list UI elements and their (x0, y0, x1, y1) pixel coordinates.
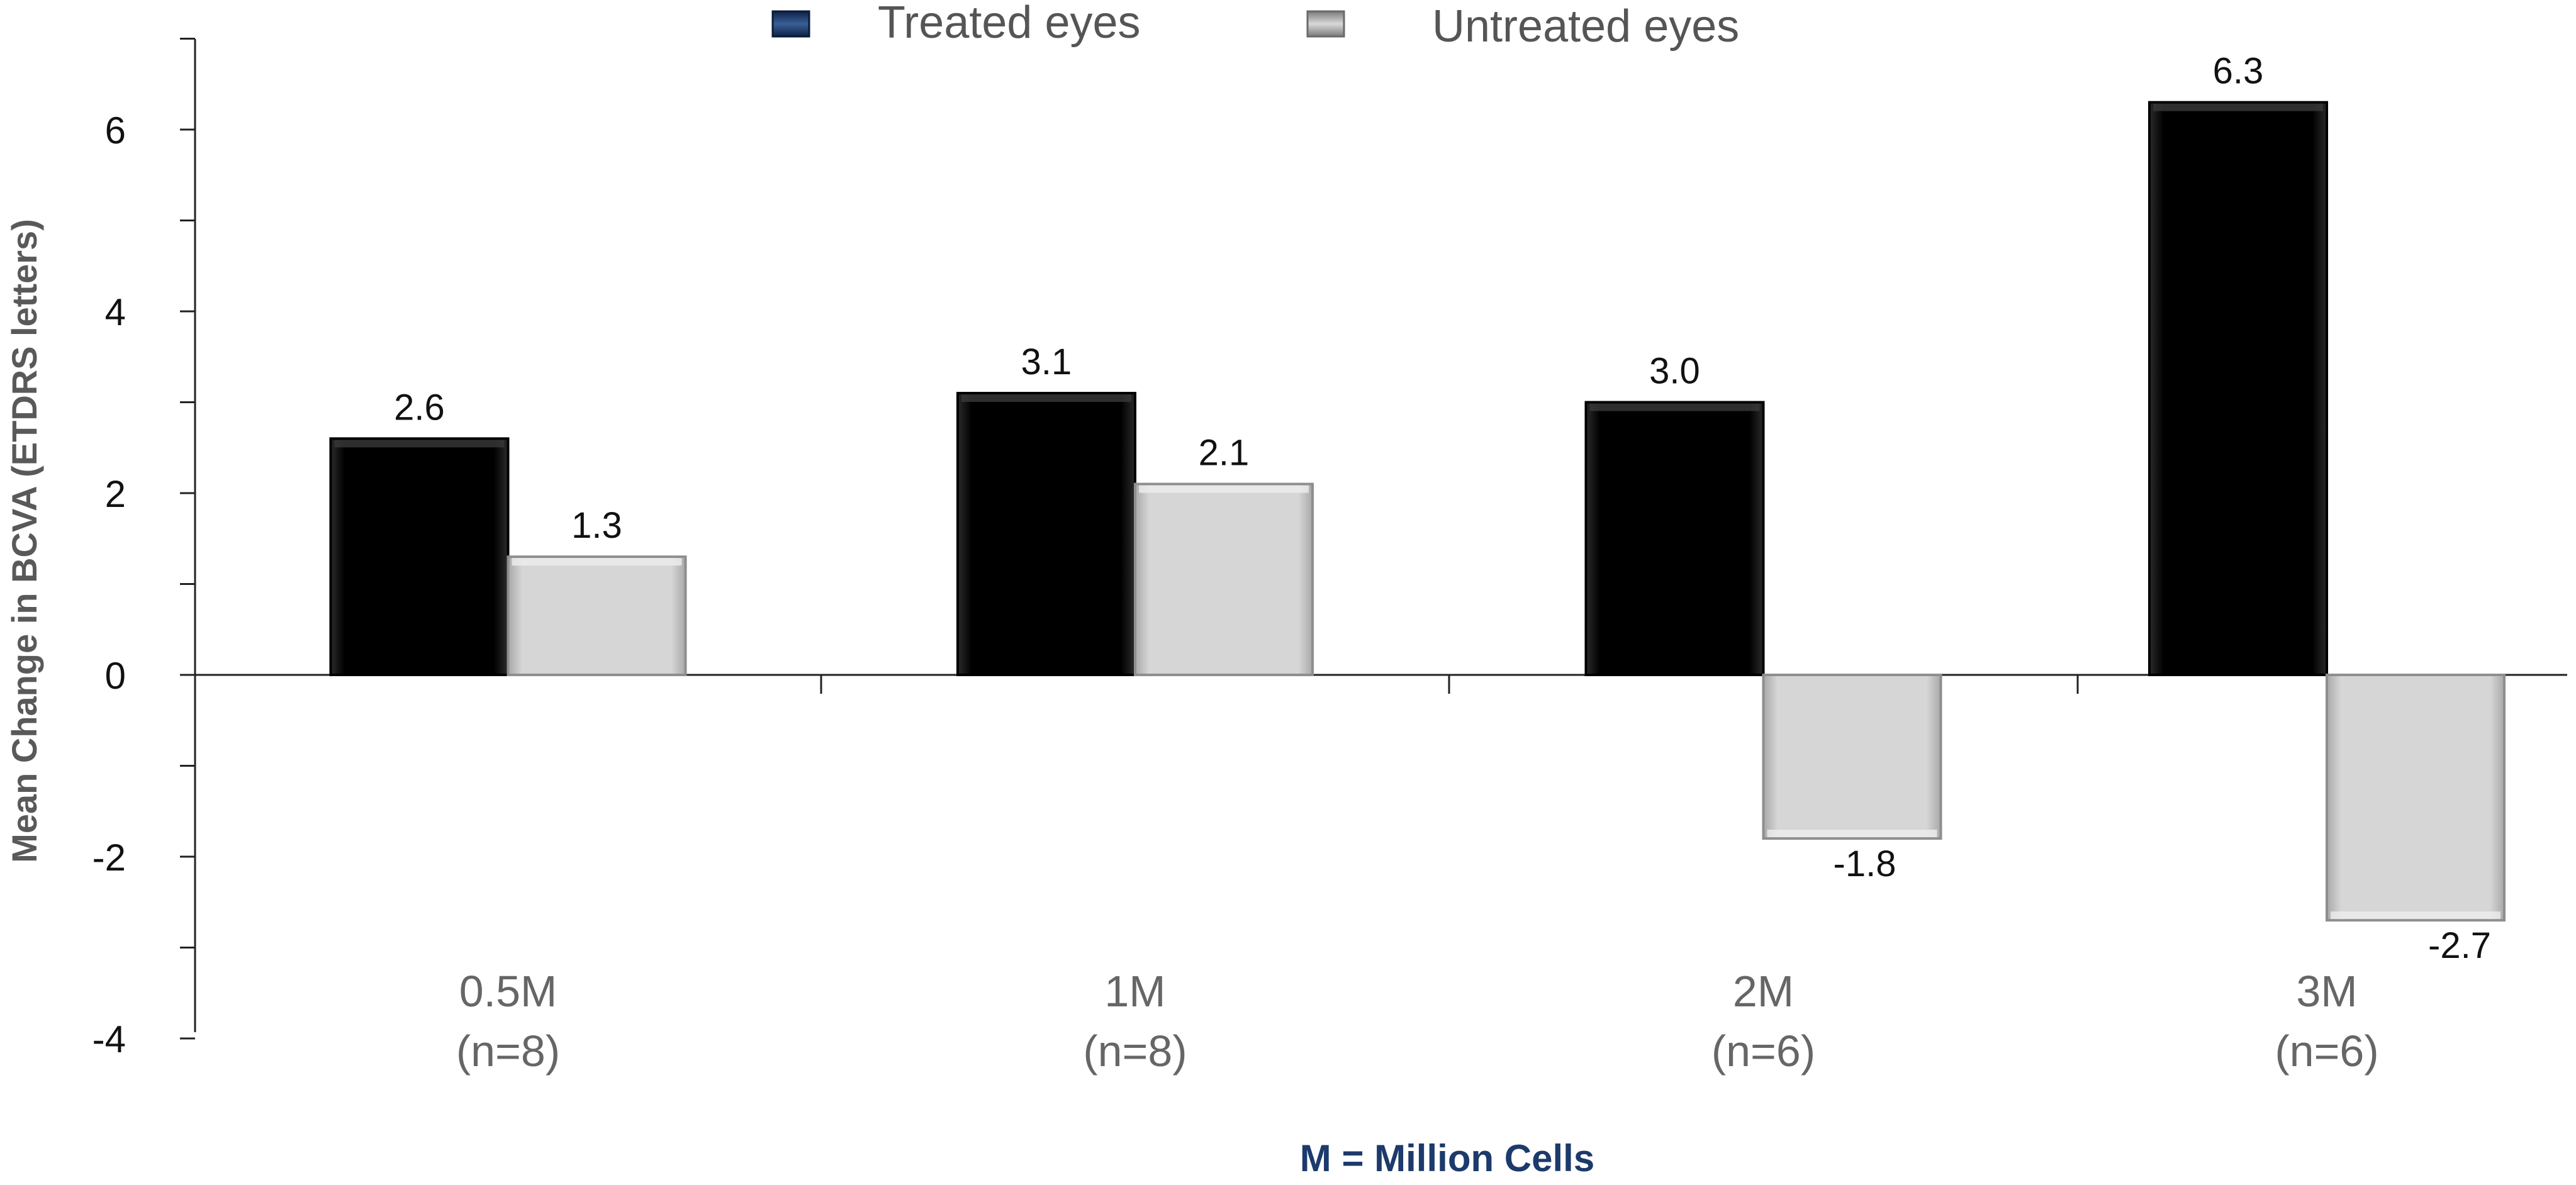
bar-treated-1 (956, 392, 1136, 676)
y-tick-label: -4 (92, 1018, 126, 1060)
y-axis-title: Mean Change in BCVA (ETDRS letters) (4, 219, 44, 863)
y-tick-label: 6 (105, 109, 126, 152)
category-n-label: (n=6) (2275, 1026, 2378, 1076)
data-label: 2.6 (394, 387, 445, 428)
data-labels: 2.6 1.3 3.1 2.1 3.0 -1.8 6.3 -2.7 (394, 51, 2491, 967)
bar-body (1584, 401, 1765, 676)
bar-untreated-1 (1134, 482, 1314, 676)
bar-treated-3 (2148, 101, 2328, 676)
data-label: 3.0 (1649, 351, 1700, 392)
y-tick-label: 4 (105, 291, 126, 333)
data-label: -1.8 (1834, 843, 1896, 884)
data-label: 1.3 (571, 505, 622, 546)
category-label: 2M (1733, 967, 1794, 1016)
data-label: 3.1 (1021, 342, 1072, 382)
data-label: -2.7 (2428, 925, 2491, 966)
bar-body (956, 392, 1136, 676)
category-n-label: (n=8) (1083, 1026, 1187, 1076)
bar-bevel (2331, 911, 2500, 920)
bar-body (1762, 674, 1942, 840)
y-ticks: -4 -2 0 2 4 6 (92, 38, 195, 1060)
bar-bevel (1589, 403, 1760, 411)
data-label: 2.1 (1199, 433, 1250, 474)
bar-body (507, 555, 687, 677)
legend-swatch-untreated (1306, 10, 1345, 38)
x-axis-note: M = Million Cells (1300, 1137, 1594, 1179)
legend-label-treated: Treated eyes (878, 0, 1141, 48)
category-n-label: (n=6) (1711, 1026, 1815, 1076)
bar-bevel (2153, 103, 2323, 111)
bars (329, 101, 2506, 922)
category-label: 1M (1104, 967, 1165, 1016)
data-label: 6.3 (2213, 51, 2264, 92)
y-tick-label: -2 (92, 837, 126, 879)
category-n-label: (n=8) (456, 1026, 560, 1076)
category-labels: 0.5M (n=8) 1M (n=8) 2M (n=6) 3M (n=6) (456, 967, 2379, 1076)
bar-bevel (1767, 830, 1937, 838)
bar-bevel (961, 394, 1131, 403)
bar-untreated-3 (2326, 674, 2506, 922)
bar-body (1134, 482, 1314, 676)
category-label: 0.5M (459, 967, 557, 1016)
bar-bevel (512, 558, 682, 566)
legend: Treated eyes Untreated eyes (771, 0, 1739, 52)
bar-body (2326, 674, 2506, 922)
y-tick-label: 2 (105, 473, 126, 515)
bar-bevel (334, 440, 505, 448)
bar-treated-2 (1584, 401, 1765, 676)
legend-label-untreated: Untreated eyes (1432, 1, 1739, 52)
y-tick-label: 0 (105, 655, 126, 697)
bar-treated-0 (329, 437, 510, 676)
bar-bevel (1139, 485, 1309, 493)
bar-untreated-0 (507, 555, 687, 677)
bar-body (2148, 101, 2328, 676)
bar-untreated-2 (1762, 674, 1942, 840)
category-label: 3M (2296, 967, 2357, 1016)
legend-swatch-treated (771, 10, 810, 38)
bar-body (329, 437, 510, 676)
